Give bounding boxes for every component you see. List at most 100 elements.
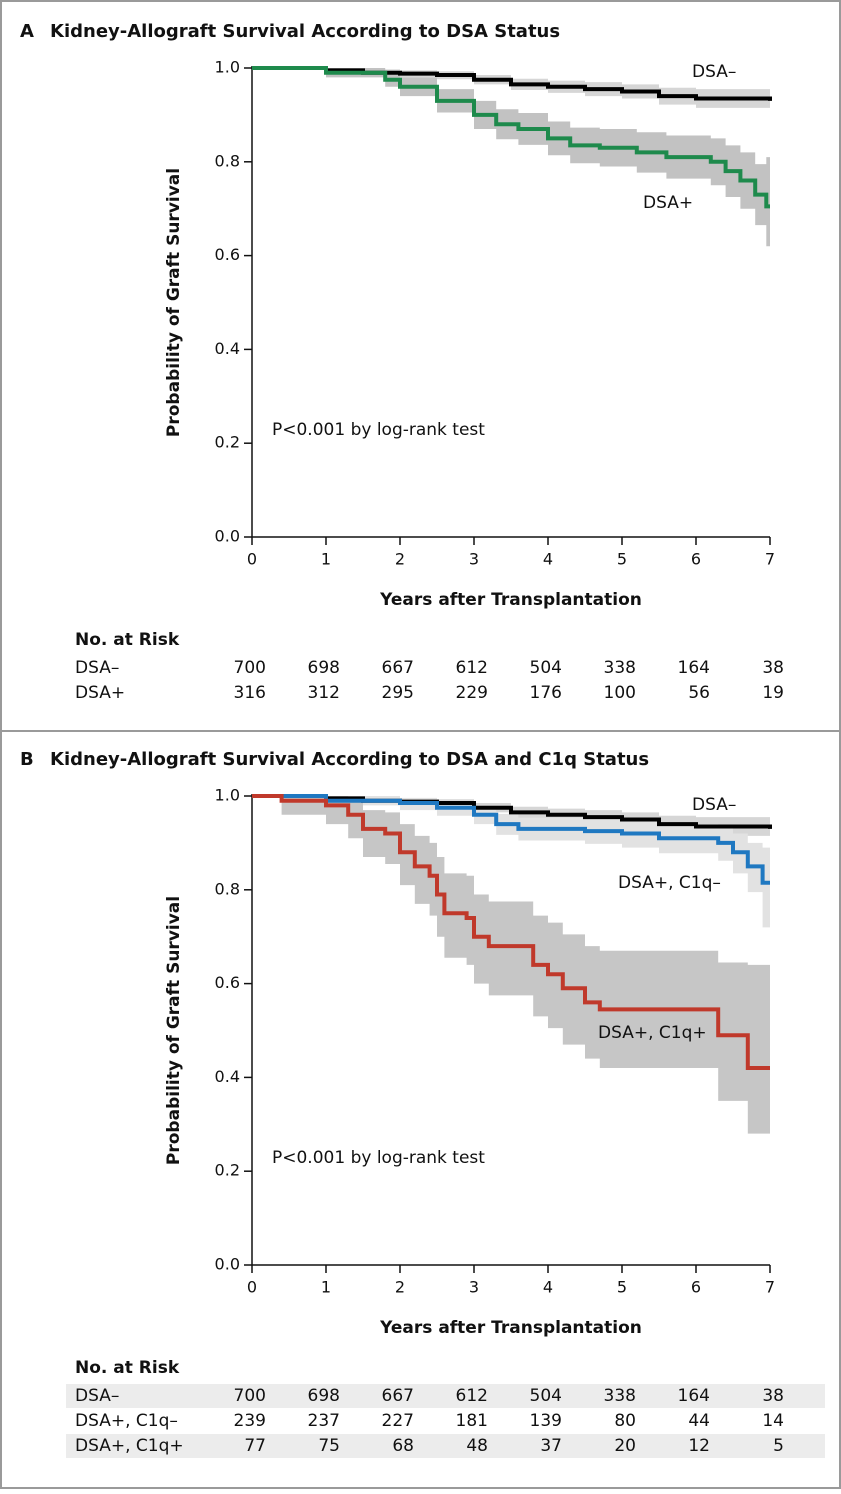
series-label: DSA+ [643,193,693,213]
x-tick-label: 5 [617,1278,627,1297]
risk-value: 80 [614,1411,636,1431]
panel-title: Kidney-Allograft Survival According to D… [50,749,649,770]
x-tick-label: 2 [395,550,405,569]
y-tick-label: 1.0 [215,58,240,77]
risk-value: 667 [382,1386,414,1406]
annotation: P<0.001 by log-rank test [272,420,485,440]
row-shade [66,1434,825,1458]
panel-title: Kidney-Allograft Survival According to D… [50,21,560,42]
risk-value: 139 [530,1411,562,1431]
risk-table-title: No. at Risk [75,1358,180,1378]
risk-value: 38 [762,1386,784,1406]
risk-value: 44 [688,1411,710,1431]
risk-value: 229 [456,683,488,703]
x-tick-label: 4 [543,1278,553,1297]
confidence-band [252,796,770,841]
y-tick-label: 0.2 [215,433,240,452]
series-label: DSA– [692,62,736,82]
x-tick-label: 6 [691,1278,701,1297]
risk-value: 19 [762,683,784,703]
x-axis-label: Years after Transplantation [379,1318,642,1338]
y-tick-label: 0.6 [215,973,240,992]
annotation: P<0.001 by log-rank test [272,1148,485,1168]
risk-value: 181 [456,1411,488,1431]
survival-curve [252,66,770,209]
row-shade [66,1384,825,1408]
risk-value: 56 [688,683,710,703]
risk-value: 698 [308,658,340,678]
y-tick-label: 0.8 [215,879,240,898]
risk-value: 338 [604,658,636,678]
risk-value: 77 [244,1436,266,1456]
survival-curve [252,794,770,885]
risk-value: 20 [614,1436,636,1456]
x-tick-label: 3 [469,550,479,569]
risk-table-title: No. at Risk [75,630,180,650]
risk-value: 338 [604,1386,636,1406]
y-axis-label: Probability of Graft Survival [164,896,184,1165]
panel-letter: A [20,21,34,42]
risk-value: 227 [382,1411,414,1431]
risk-value: 700 [234,1386,266,1406]
series-label: DSA+, C1q+ [598,1023,707,1043]
y-axis-label: Probability of Graft Survival [164,168,184,437]
x-tick-label: 4 [543,550,553,569]
risk-value: 612 [456,1386,488,1406]
y-tick-label: 0.8 [215,151,240,170]
risk-value: 164 [678,658,710,678]
risk-value: 504 [530,1386,562,1406]
risk-value: 698 [308,1386,340,1406]
risk-value: 68 [392,1436,414,1456]
x-tick-label: 7 [765,1278,775,1297]
confidence-band [252,68,770,113]
risk-row-name: DSA+, C1q+ [75,1436,184,1456]
x-tick-label: 0 [247,550,257,569]
risk-value: 5 [773,1436,784,1456]
risk-value: 667 [382,658,414,678]
risk-row-name: DSA+ [75,683,125,703]
x-tick-label: 6 [691,550,701,569]
risk-value: 48 [466,1436,488,1456]
risk-value: 295 [382,683,414,703]
x-axis-label: Years after Transplantation [379,590,642,610]
risk-value: 14 [762,1411,784,1431]
series-label: DSA+, C1q– [618,873,721,893]
x-tick-label: 0 [247,1278,257,1297]
risk-value: 312 [308,683,340,703]
risk-value: 176 [530,683,562,703]
risk-value: 100 [604,683,636,703]
risk-value: 12 [688,1436,710,1456]
risk-value: 75 [318,1436,340,1456]
risk-value: 316 [234,683,266,703]
y-tick-label: 1.0 [215,786,240,805]
x-tick-label: 5 [617,550,627,569]
survival-curve [252,794,770,1071]
risk-value: 612 [456,658,488,678]
risk-value: 164 [678,1386,710,1406]
panel-letter: B [20,749,34,770]
y-tick-label: 0.0 [215,1255,240,1274]
y-tick-label: 0.4 [215,1067,240,1086]
y-tick-label: 0.2 [215,1161,240,1180]
series-label: DSA– [692,795,736,815]
risk-value: 37 [540,1436,562,1456]
risk-row-name: DSA– [75,658,119,678]
panel: A Kidney-Allograft Survival According to … [20,21,784,703]
y-tick-label: 0.6 [215,245,240,264]
x-tick-label: 7 [765,550,775,569]
confidence-band [252,796,770,930]
risk-row-name: DSA– [75,1386,119,1406]
x-tick-label: 3 [469,1278,479,1297]
risk-value: 239 [234,1411,266,1431]
x-tick-label: 1 [321,1278,331,1297]
x-tick-label: 1 [321,550,331,569]
risk-value: 237 [308,1411,340,1431]
y-tick-label: 0.0 [215,527,240,546]
risk-value: 38 [762,658,784,678]
risk-value: 700 [234,658,266,678]
panel: B Kidney-Allograft Survival According to … [20,749,825,1458]
confidence-band [252,796,770,1134]
